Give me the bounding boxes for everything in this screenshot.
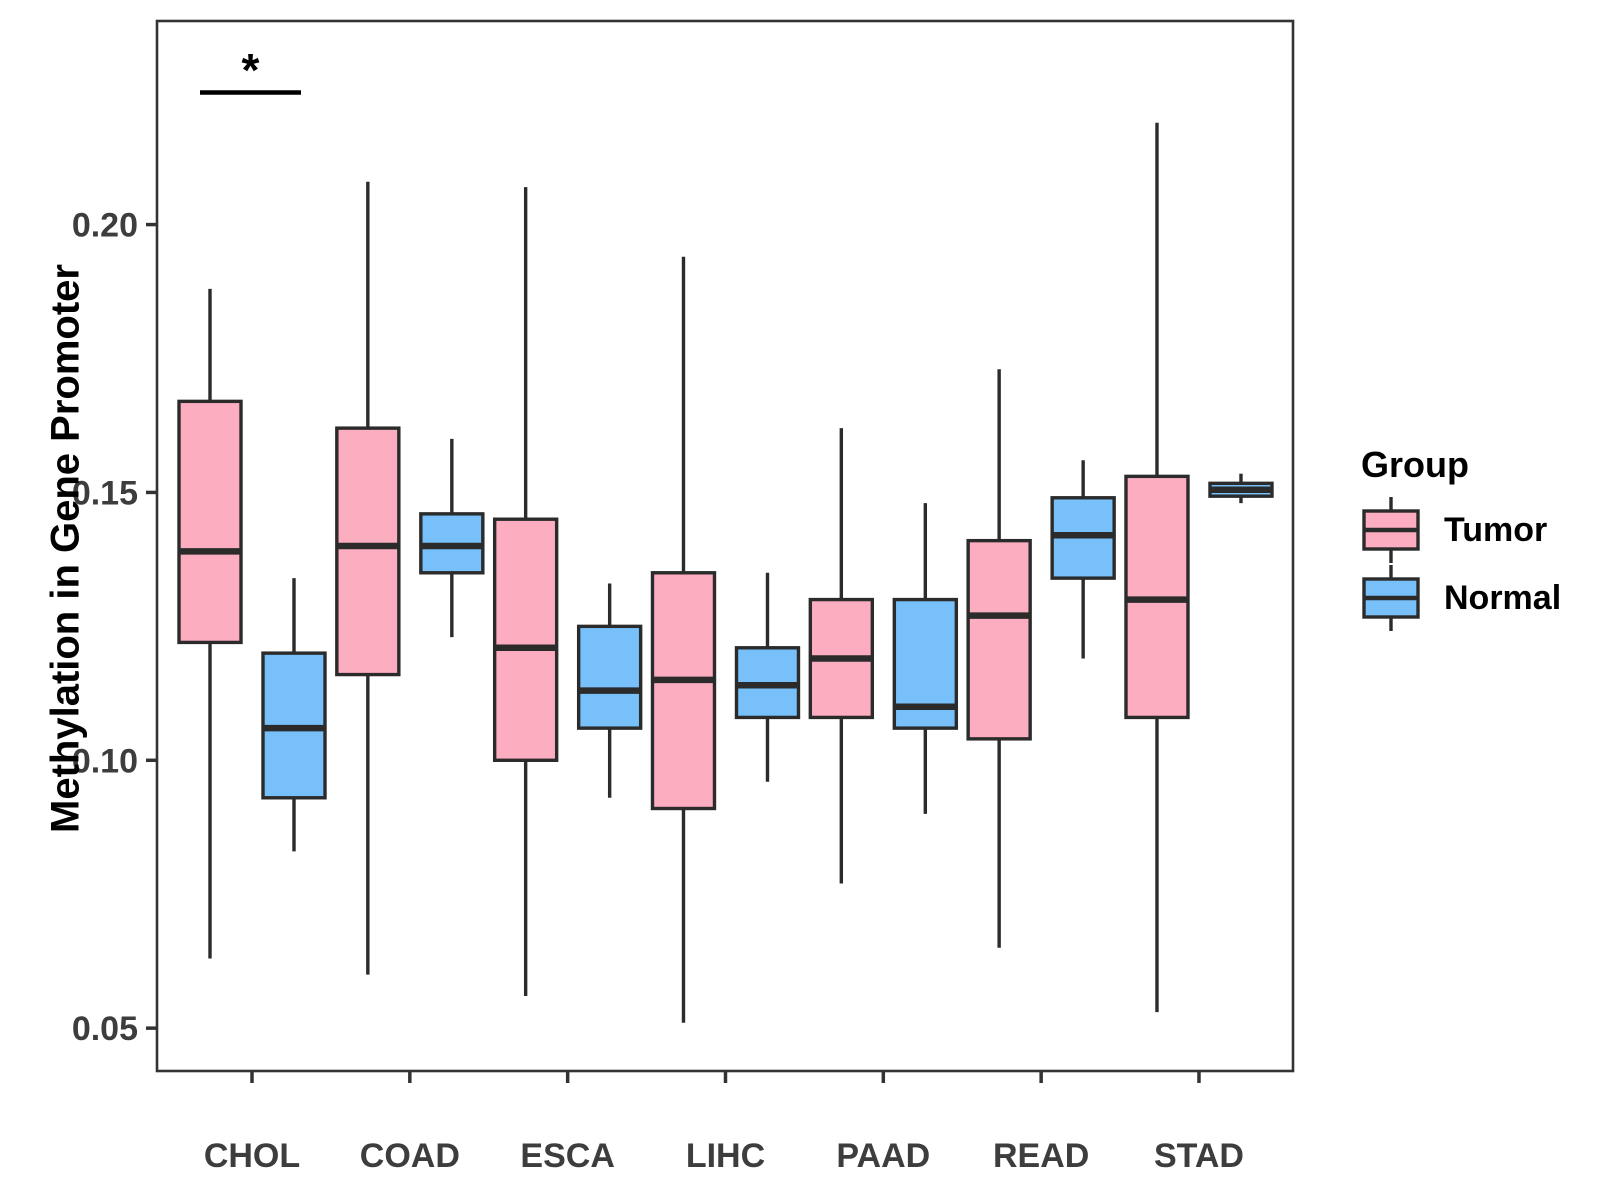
y-tick-label: 0.10 — [72, 742, 138, 780]
box — [177, 399, 243, 645]
box — [492, 517, 559, 762]
y-axis-title: Methylation in Gene Promoter — [43, 264, 88, 833]
panel-border — [155, 19, 1295, 1073]
box-tumor-COAD — [335, 181, 401, 975]
legend-label-normal: Normal — [1444, 578, 1562, 617]
box — [335, 426, 401, 677]
y-tick-label: 0.15 — [72, 474, 138, 512]
legend-key-normal-glyph — [1362, 565, 1420, 631]
box-tumor-READ — [966, 369, 1032, 948]
box-tumor-PAAD — [808, 428, 875, 884]
y-tick-label: 0.20 — [72, 207, 138, 245]
legend: Group Tumor Normal — [1361, 444, 1561, 632]
x-tick-label: PAAD — [836, 1137, 930, 1175]
box-tumor-ESCA — [492, 187, 559, 996]
x-tick-label: ESCA — [520, 1137, 614, 1175]
legend-key-tumor-glyph — [1362, 497, 1420, 563]
box-normal-PAAD — [892, 503, 959, 814]
legend-label-tumor: Tumor — [1444, 510, 1548, 549]
y-tick-label: 0.05 — [72, 1010, 138, 1048]
legend-title: Group — [1361, 444, 1469, 485]
x-tick-label: COAD — [360, 1137, 460, 1175]
x-tick-label: STAD — [1154, 1137, 1244, 1175]
box-tumor-LIHC — [650, 256, 717, 1023]
significance-star: * — [242, 44, 260, 96]
x-tick-label: LIHC — [686, 1137, 765, 1175]
box-normal-COAD — [419, 438, 485, 638]
box-normal-LIHC — [734, 572, 801, 782]
legend-item-normal: Normal — [1361, 564, 1561, 632]
legend-item-tumor: Tumor — [1361, 496, 1561, 564]
x-tick-label: READ — [993, 1137, 1089, 1175]
box-normal-STAD — [1208, 473, 1274, 504]
box-normal-READ — [1050, 460, 1116, 659]
box — [650, 571, 717, 811]
box — [966, 538, 1032, 741]
box-tumor-STAD — [1124, 122, 1190, 1013]
box — [576, 624, 643, 730]
x-tick-label: CHOL — [204, 1137, 300, 1175]
box-normal-CHOL — [261, 578, 327, 852]
box-normal-ESCA — [576, 583, 643, 798]
box-tumor-CHOL — [177, 288, 243, 959]
